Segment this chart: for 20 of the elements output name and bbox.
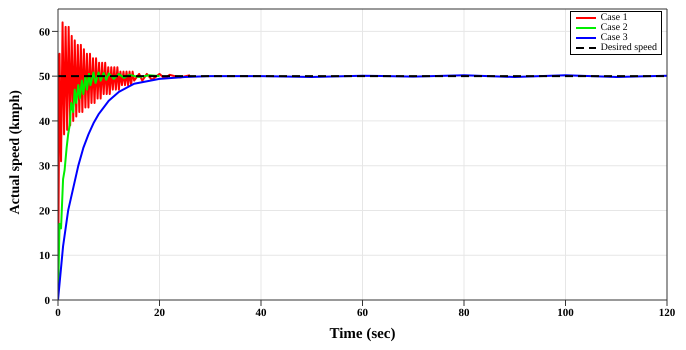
x-tick-label: 40	[256, 306, 267, 319]
legend-label: Case 2	[600, 22, 628, 33]
y-tick-label: 0	[44, 294, 50, 307]
legend-label: Desired speed	[600, 42, 657, 53]
y-axis-title: Actual speed (kmph)	[8, 90, 23, 214]
x-tick-label: 80	[458, 306, 470, 319]
y-tick-label: 30	[39, 160, 50, 173]
x-axis-title: Time (sec)	[330, 326, 396, 342]
x-tick-label: 0	[55, 306, 62, 319]
y-tick-label: 10	[39, 250, 50, 262]
x-tick-label: 60	[357, 306, 368, 319]
x-tick-label: 20	[154, 306, 166, 319]
y-tick-label: 60	[39, 26, 50, 38]
y-tick-label: 50	[39, 71, 50, 84]
x-tick-label: 120	[658, 306, 676, 319]
y-tick-label: 20	[39, 205, 50, 218]
legend-label: Case 3	[600, 32, 628, 43]
legend-label: Case 1	[600, 12, 628, 23]
y-tick-label: 40	[39, 116, 50, 128]
x-tick-label: 100	[557, 306, 574, 319]
